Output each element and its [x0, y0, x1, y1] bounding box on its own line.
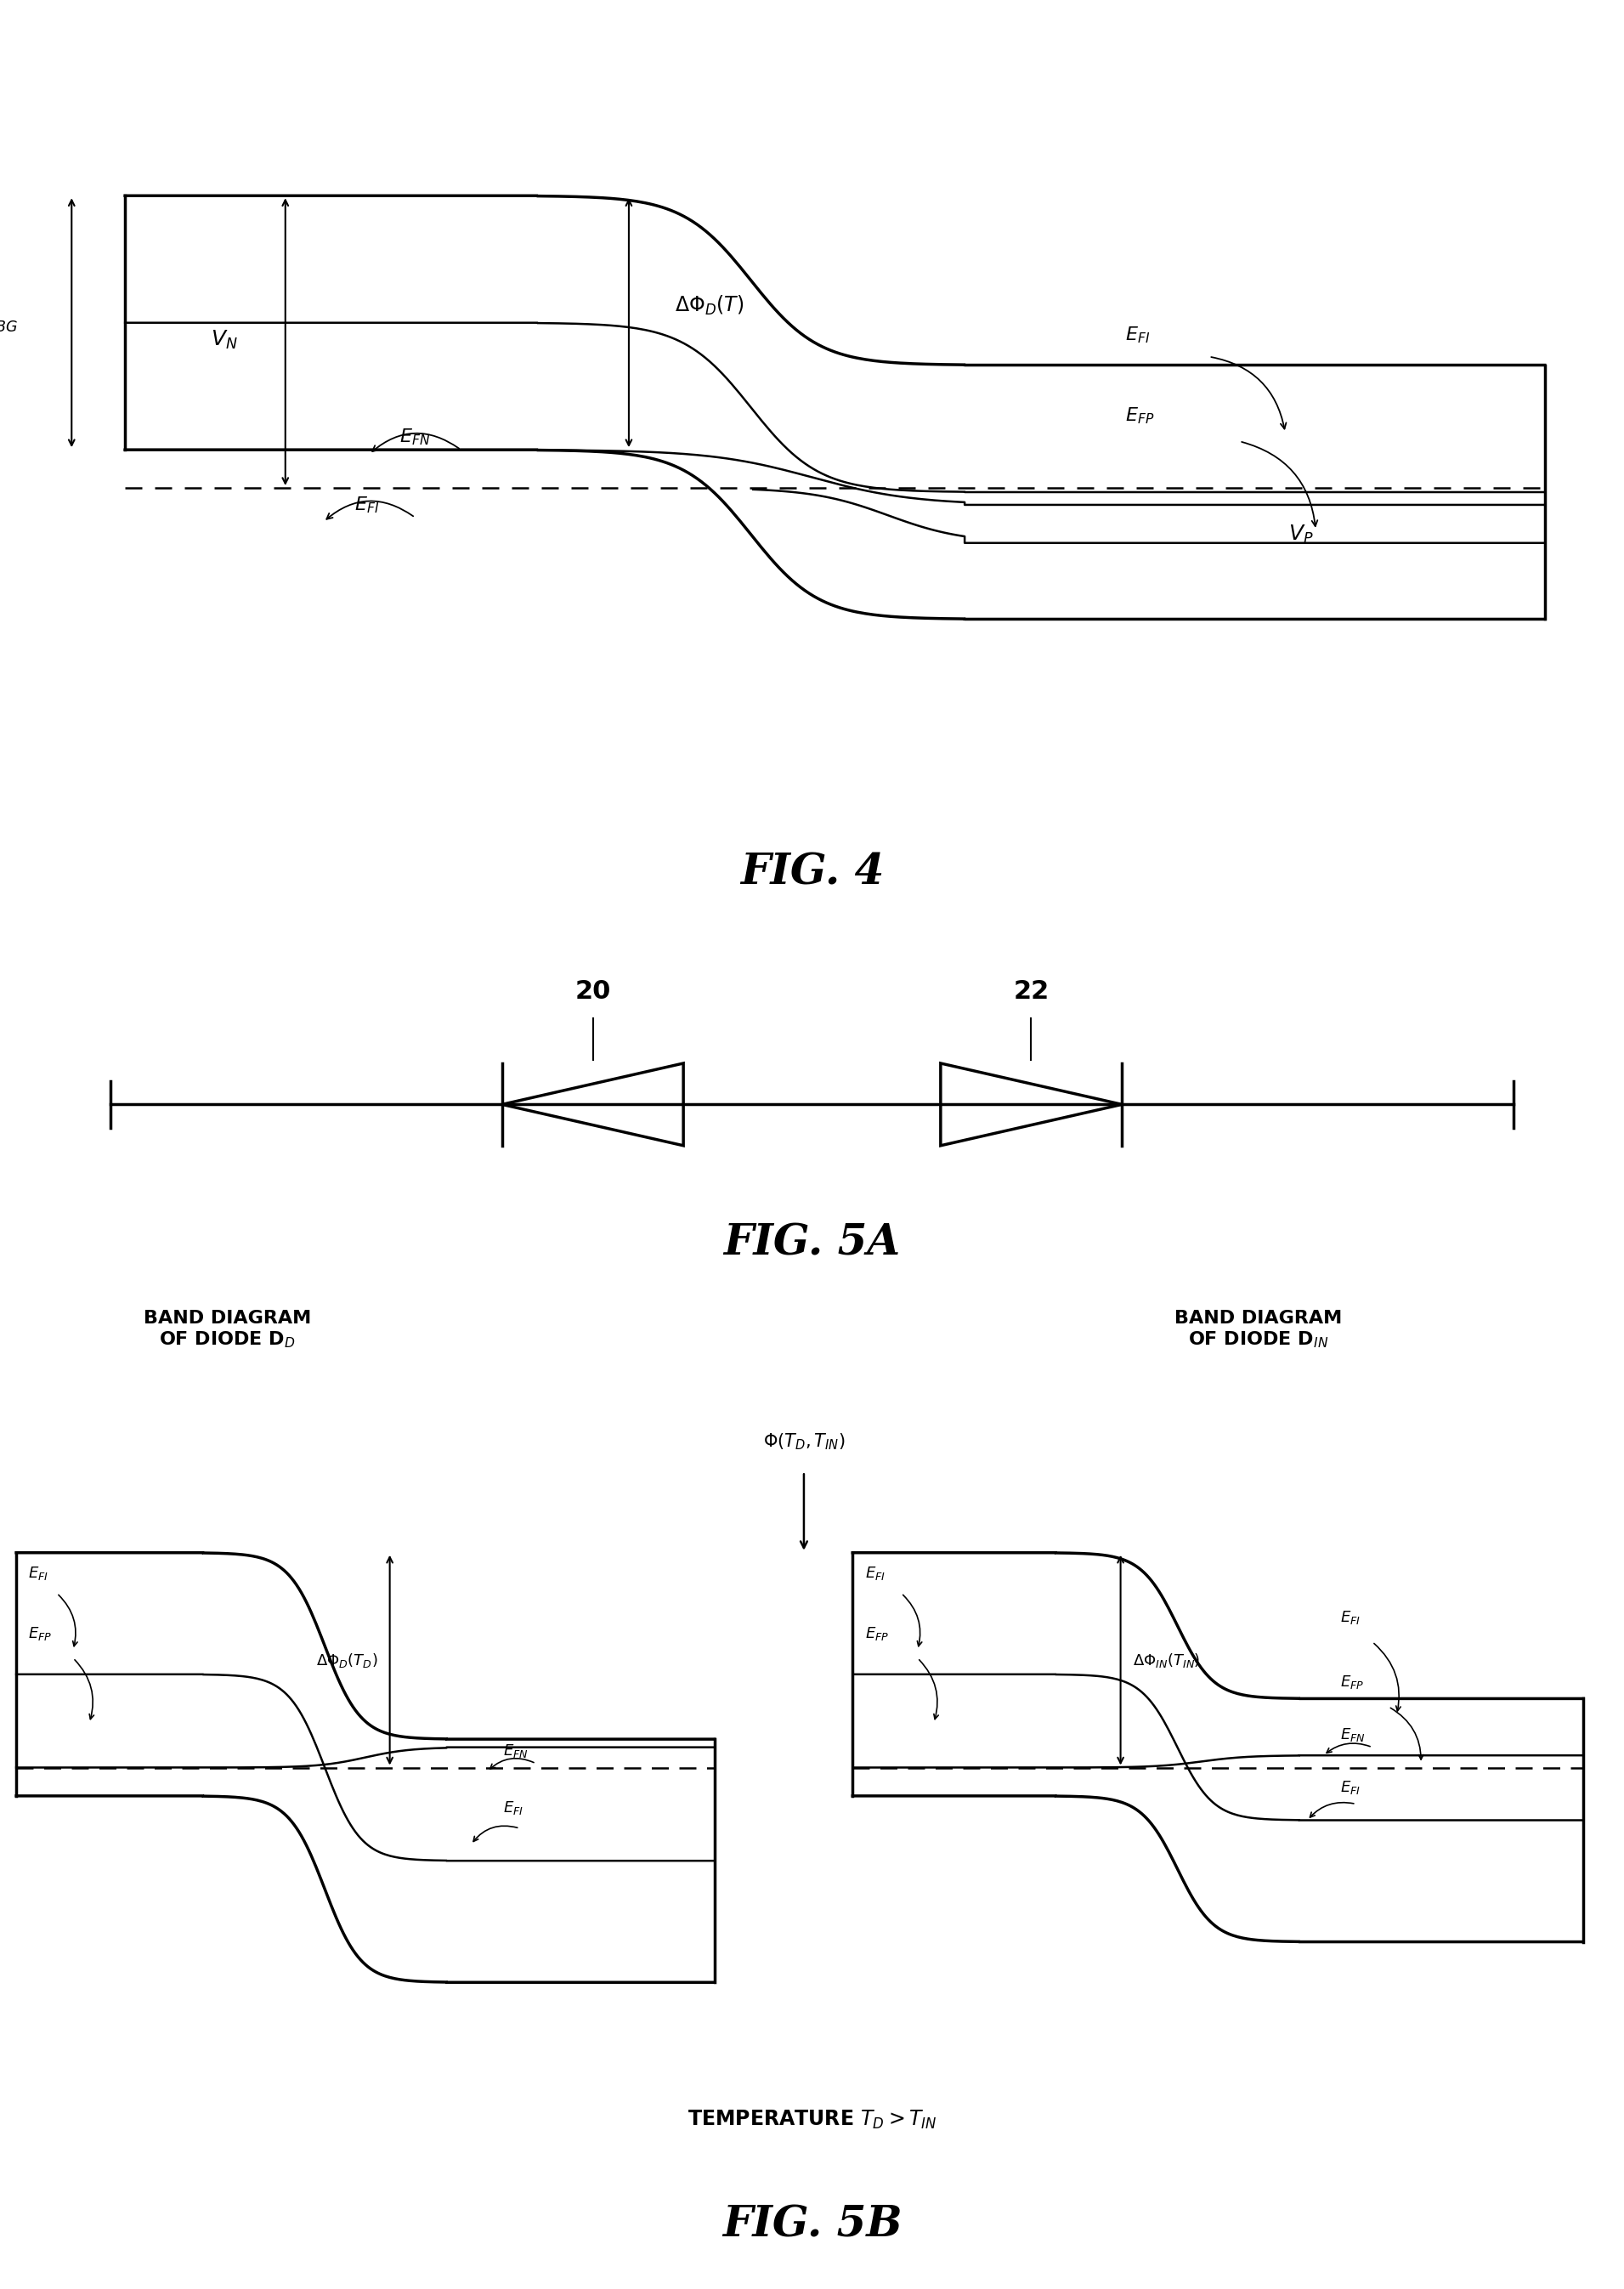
Text: $\Delta\Phi_D(T)$: $\Delta\Phi_D(T)$: [674, 295, 744, 318]
Text: $E_{FI}$: $E_{FI}$: [1340, 1779, 1361, 1797]
Text: $E_{FI}$: $E_{FI}$: [503, 1799, 525, 1817]
Text: $E_{FN}$: $E_{FN}$: [1340, 1726, 1366, 1744]
Text: TEMPERATURE $T_D>T_{IN}$: TEMPERATURE $T_D>T_{IN}$: [687, 2108, 937, 2131]
Text: $\Delta\Phi_D(T_D)$: $\Delta\Phi_D(T_D)$: [317, 1650, 377, 1669]
Text: $E_{FP}$: $E_{FP}$: [1125, 405, 1155, 426]
Text: FIG. 5B: FIG. 5B: [723, 2204, 901, 2246]
Text: $E_{FI}$: $E_{FI}$: [1125, 325, 1150, 346]
Text: $E_{FI}$: $E_{FI}$: [354, 494, 378, 515]
Text: $E_{FN}$: $E_{FN}$: [503, 1742, 529, 1760]
Text: $E_{FI}$: $E_{FI}$: [866, 1563, 885, 1582]
Text: $E_{FI}$: $E_{FI}$: [1340, 1609, 1361, 1625]
Text: $E_{FP}$: $E_{FP}$: [29, 1625, 52, 1641]
Text: 22: 22: [1013, 980, 1049, 1005]
Text: $E_{BG}$: $E_{BG}$: [0, 311, 18, 334]
Text: $E_{FP}$: $E_{FP}$: [866, 1625, 888, 1641]
Text: $V_N$: $V_N$: [211, 330, 237, 350]
Text: $V_P$: $V_P$: [1288, 524, 1314, 545]
Text: BAND DIAGRAM
OF DIODE D$_{IN}$: BAND DIAGRAM OF DIODE D$_{IN}$: [1174, 1309, 1343, 1351]
Text: $\Phi(T_D, T_{IN})$: $\Phi(T_D, T_{IN})$: [763, 1431, 844, 1451]
Text: $E_{FI}$: $E_{FI}$: [29, 1563, 49, 1582]
Text: FIG. 5A: FIG. 5A: [724, 1222, 900, 1264]
Text: $E_{FN}$: $E_{FN}$: [400, 428, 430, 446]
Text: $\Delta\Phi_{IN}(T_{IN})$: $\Delta\Phi_{IN}(T_{IN})$: [1134, 1650, 1200, 1669]
Text: BAND DIAGRAM
OF DIODE D$_D$: BAND DIAGRAM OF DIODE D$_D$: [143, 1309, 312, 1351]
Text: $E_{FP}$: $E_{FP}$: [1340, 1673, 1364, 1692]
Text: 20: 20: [575, 980, 611, 1005]
Text: FIG. 4: FIG. 4: [741, 852, 883, 895]
